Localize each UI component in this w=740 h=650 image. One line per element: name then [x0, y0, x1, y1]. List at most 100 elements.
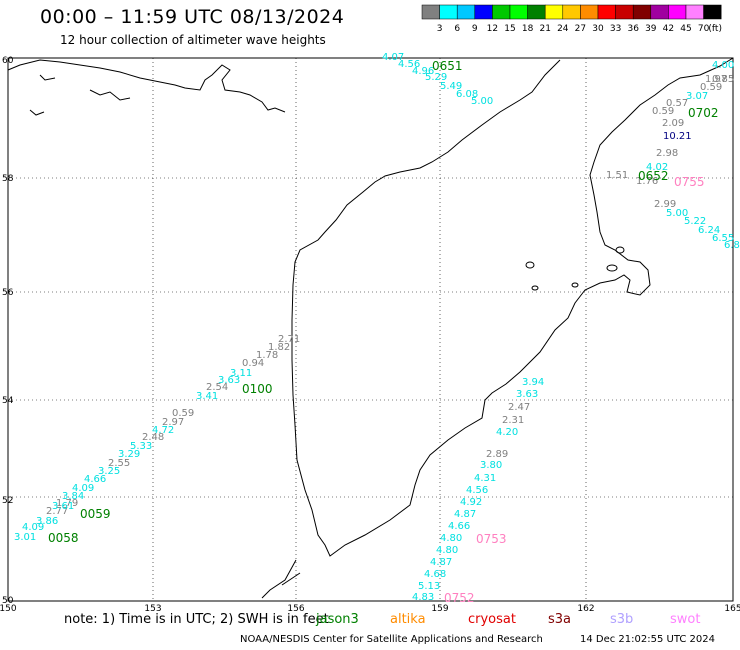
lat-tick-label: 56	[2, 288, 14, 298]
lat-tick-label: 54	[2, 396, 14, 406]
wave-height-reading: 5.22	[684, 216, 706, 227]
wave-height-reading: 1.51	[606, 170, 628, 181]
wave-height-reading: 4.72	[152, 425, 174, 436]
wave-height-reading: 3.29	[118, 449, 140, 460]
wave-height-reading: 4.66	[84, 474, 106, 485]
wave-height-reading: 5.00	[666, 208, 688, 219]
lat-tick-label: 60	[2, 56, 14, 66]
wave-height-reading: 3.01	[14, 532, 36, 543]
legend-swatch	[703, 4, 722, 20]
satellite-legend-item: jason3	[316, 612, 359, 627]
timestamp-text: 14 Dec 21:02:55 UTC 2024	[580, 634, 715, 645]
legend-label: 15	[504, 24, 515, 34]
lat-tick-label: 52	[2, 496, 13, 506]
wave-height-reading: 4.96	[412, 66, 434, 77]
credit-text: NOAA/NESDIS Center for Satellite Applica…	[240, 634, 543, 645]
lon-tick-label: 162	[577, 604, 594, 614]
satellite-legend-item: altika	[390, 612, 426, 627]
wave-height-reading: 3.84	[62, 491, 84, 502]
wave-height-reading: 4.56	[398, 59, 420, 70]
wave-height-reading: 4.31	[474, 473, 496, 484]
satellite-legend-item: cryosat	[468, 612, 516, 627]
legend-label: 33	[610, 24, 621, 34]
legend-label: 42	[663, 24, 674, 34]
pass-time-label: 0059	[80, 507, 111, 521]
wave-height-reading: 4.07	[382, 52, 404, 63]
footer-note: note: 1) Time is in UTC; 2) SWH is in fe…	[64, 612, 329, 627]
legend-label: 45	[680, 24, 691, 34]
wave-height-reading: 3.11	[230, 368, 252, 379]
wave-height-reading: 5.13	[418, 581, 440, 592]
wave-height-reading: 0.57	[666, 98, 688, 109]
pass-time-label: 0753	[476, 532, 507, 546]
legend-label: 18	[522, 24, 534, 34]
axis-tick-labels: 150 153 156 159 162 165 60 58 56 54 52 50	[0, 56, 740, 614]
pass-time-label: 0752	[444, 591, 475, 605]
wave-height-reading: 2.97	[162, 417, 184, 428]
wave-height-reading: 4.02	[646, 162, 668, 173]
wave-height-reading: 5.49	[440, 81, 462, 92]
pass-time-label: 0651	[432, 59, 463, 73]
wave-height-reading: 4.68	[424, 569, 446, 580]
pass-time-label: 0058	[48, 531, 79, 545]
legend-label: 70	[698, 24, 710, 34]
wave-height-reading: 4.66	[448, 521, 470, 532]
page-title: 00:00 – 11:59 UTC 08/13/2024	[40, 6, 345, 28]
wave-height-reading: 0.59	[172, 408, 194, 419]
wave-height-reading: 2.48	[142, 432, 164, 443]
wave-height-reading: 3.80	[480, 460, 502, 471]
wave-height-reading: 1.78	[256, 350, 278, 361]
satellite-legend-item: s3a	[548, 612, 572, 627]
page-subtitle: 12 hour collection of altimeter wave hei…	[60, 33, 326, 47]
map-frame	[7, 57, 734, 602]
wave-height-reading: 2.09	[662, 118, 684, 129]
lon-tick-label: 150	[0, 604, 17, 614]
wave-height-reading: 2.47	[508, 402, 530, 413]
legend-label: 21	[539, 24, 550, 34]
wave-height-reading: 4.83	[412, 592, 434, 603]
wave-height-reading: 3.63	[516, 389, 538, 400]
wave-height-reading: 5.00	[471, 96, 493, 107]
legend-label: 36	[627, 24, 639, 34]
wave-height-reading: 4.80	[440, 533, 462, 544]
wave-height-reading: 1.82	[268, 342, 290, 353]
wave-height-reading: 4.87	[454, 509, 476, 520]
graticule	[8, 58, 733, 601]
legend-label: 27	[575, 24, 586, 34]
satellite-legend-item: swot	[670, 612, 701, 627]
legend-unit: (ft)	[708, 24, 722, 34]
wave-height-reading: 4.56	[466, 485, 488, 496]
wave-height-reading: 0.59	[652, 106, 674, 117]
wave-height-reading: 4.09	[22, 522, 44, 533]
wave-height-reading: 0.85	[712, 74, 734, 85]
wave-height-reading: 3.41	[196, 391, 218, 402]
legend-label: 30	[592, 24, 604, 34]
wave-height-reading: 2.89	[486, 449, 508, 460]
wave-height-reading: 2.99	[654, 199, 676, 210]
wave-height-reading: 3.61	[52, 501, 74, 512]
wave-height-reading: 2.55	[108, 458, 130, 469]
wave-height-reading: 0.94	[242, 358, 264, 369]
legend-label: 9	[472, 24, 478, 34]
pass-time-label: 0755	[674, 175, 705, 189]
wave-height-reading: 1.79	[56, 498, 78, 509]
wave-height-reading: 3.94	[522, 377, 544, 388]
lon-tick-label: 153	[144, 604, 161, 614]
lon-tick-label: 165	[724, 604, 740, 614]
wave-height-reading: 2.54	[206, 382, 228, 393]
wave-height-reading: 2.98	[656, 148, 678, 159]
wave-height-reading: 2.71	[278, 334, 300, 345]
lat-tick-label: 50	[2, 596, 14, 606]
wave-height-reading: 1.76	[636, 176, 658, 187]
wave-height-reading: 3.63	[218, 375, 240, 386]
wave-height-reading: 3.86	[36, 516, 58, 527]
wave-height-reading: 6.8	[724, 240, 740, 251]
wave-height-reading: 4.80	[436, 545, 458, 556]
legend-label: 24	[557, 24, 569, 34]
wave-height-reading: 4.87	[430, 557, 452, 568]
pass-time-label: 0100	[242, 382, 273, 396]
pass-time-label: 0652	[638, 169, 669, 183]
lon-tick-label: 159	[431, 604, 448, 614]
